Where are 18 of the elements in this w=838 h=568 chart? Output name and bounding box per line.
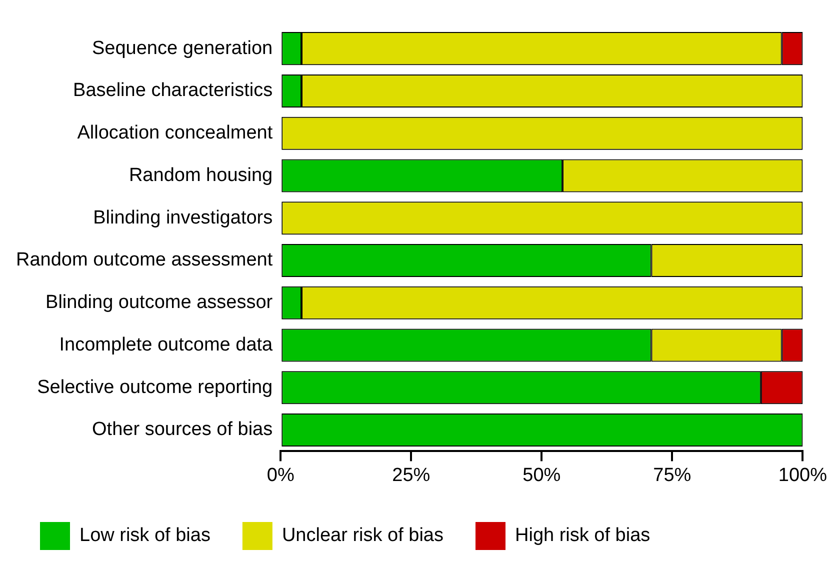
y-tick-label: Blinding outcome assessor xyxy=(46,292,274,314)
x-tick-label: 25% xyxy=(392,464,430,486)
y-tick-label: Random housing xyxy=(128,164,273,186)
y-tick-label: Allocation concealment xyxy=(77,122,274,144)
y-tick-label: Random outcome assessment xyxy=(16,250,274,271)
x-tick-label: 0% xyxy=(266,464,294,486)
legend-label: High risk of bias xyxy=(514,525,650,546)
y-tick-label: Sequence generation xyxy=(92,38,273,59)
y-tick-label: Blinding investigators xyxy=(93,207,273,228)
y-tick-label: Other sources of bias xyxy=(92,419,273,440)
y-tick-label: Selective outcome reporting xyxy=(37,376,273,398)
x-tick-label: 75% xyxy=(653,464,692,486)
legend-label: Unclear risk of bias xyxy=(282,525,444,546)
x-tick-label: 100% xyxy=(778,464,828,486)
y-tick-label: Baseline characteristics xyxy=(73,80,273,102)
x-tick-label: 50% xyxy=(522,464,561,486)
y-tick-label: Incomplete outcome data xyxy=(59,334,274,356)
legend-label: Low risk of bias xyxy=(80,525,210,546)
